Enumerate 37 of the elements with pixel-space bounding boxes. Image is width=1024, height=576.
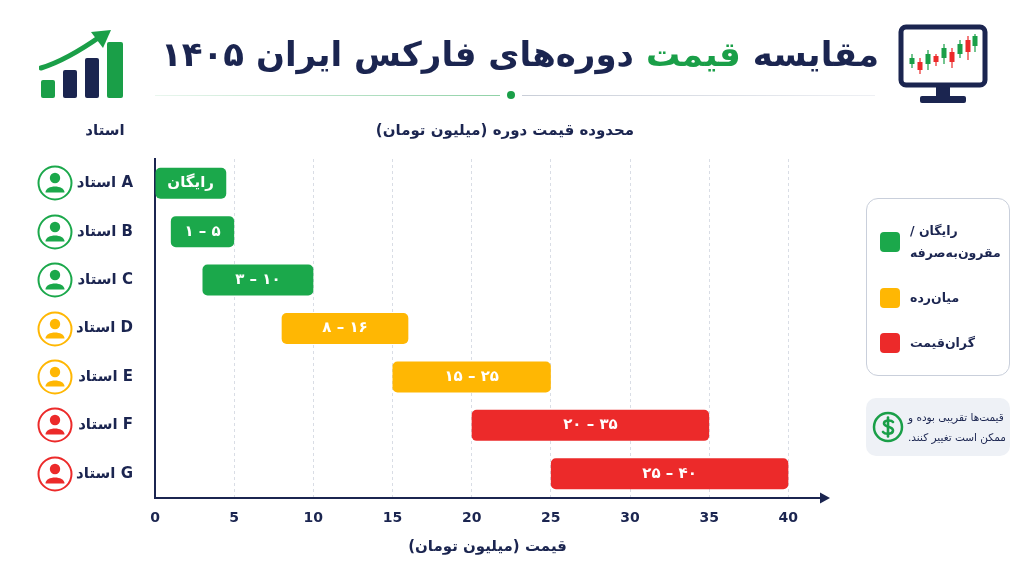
annotation: ۱ – ۵ [184,221,221,240]
text: قیمت‌ها تقریبی بوده و ممکن است تغییر کنند. [908,410,1006,446]
chart-subtitle: محدوده قیمت دوره (میلیون تومان) [374,121,636,139]
y-tick-label: استاد G [76,463,133,482]
x-axis-title: قیمت (میلیون تومان) [408,536,567,555]
x-tick-label: 25 [541,509,561,526]
y-tick-label: استاد C [77,269,133,288]
annotation: ۲۵ – ۴۰ [642,463,697,482]
x-tick-label: 40 [778,509,799,526]
bar [550,458,789,490]
bar [170,216,235,248]
y-tick-label: استاد E [78,366,133,385]
annotation: رایگان [167,173,214,192]
bar [471,409,710,441]
annotation: ۸ – ۱۶ [322,318,368,337]
y-tick-label: استاد D [75,318,133,337]
x-tick-label: 30 [620,509,640,526]
y-tick-label: استاد A [76,173,134,192]
y-tick-label: استاد F [78,415,133,434]
chart-title: مقایسه قیمت دوره‌های فارکس ایران ۱۴۰۵ [161,34,879,74]
x-tick-label: 20 [461,509,482,526]
annotation: ۱۵ – ۲۵ [444,366,499,385]
annotation: ۲۰ – ۳۵ [563,415,618,434]
x-tick-label: 10 [303,509,324,526]
x-tick-label: 5 [229,509,240,526]
x-tick-label: 15 [382,509,403,526]
x-tick-label: 0 [150,509,161,526]
legend-label: گران‌قیمت [910,334,976,353]
y-axis-title: استاد [84,121,126,139]
legend-label: رایگان / مقرون‌به‌صرفه [910,221,1002,262]
y-tick-label: استاد B [76,221,133,240]
annotation: ۳ – ۱۰ [235,269,281,288]
x-tick-label: 35 [699,509,719,526]
legend-label: میان‌رده [910,289,961,307]
bar [392,361,551,393]
bar [202,264,314,296]
bar [281,313,409,344]
